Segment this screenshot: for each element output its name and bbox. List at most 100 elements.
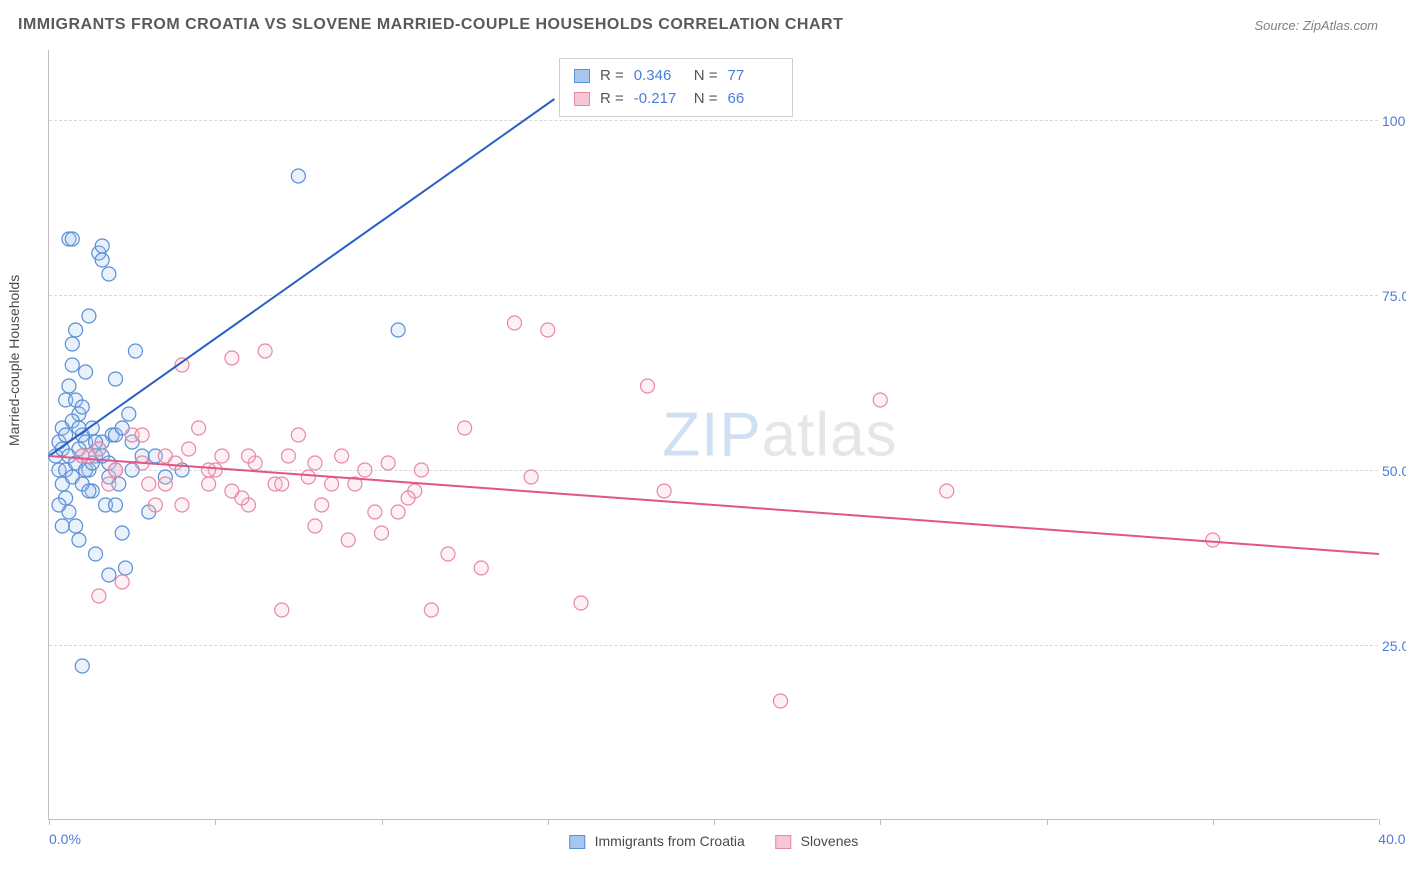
- x-tick: [1047, 819, 1048, 825]
- data-point: [401, 491, 415, 505]
- data-point: [242, 449, 256, 463]
- data-point: [375, 526, 389, 540]
- data-point: [940, 484, 954, 498]
- stats-n-label-2: N =: [694, 88, 718, 111]
- stats-row-2: R = -0.217 N = 66: [574, 88, 778, 111]
- data-point: [341, 533, 355, 547]
- legend-label-2: Slovenes: [801, 833, 859, 849]
- y-tick-label: 50.0%: [1382, 463, 1406, 479]
- data-point: [122, 407, 136, 421]
- x-tick: [714, 819, 715, 825]
- data-point: [115, 526, 129, 540]
- chart-svg: [49, 50, 1378, 819]
- data-point: [202, 477, 216, 491]
- x-tick: [880, 819, 881, 825]
- data-point: [225, 351, 239, 365]
- x-tick: [382, 819, 383, 825]
- y-tick-label: 100.0%: [1382, 113, 1406, 129]
- data-point: [148, 498, 162, 512]
- data-point: [474, 561, 488, 575]
- x-tick: [548, 819, 549, 825]
- data-point: [109, 498, 123, 512]
- source-attribution: Source: ZipAtlas.com: [1254, 18, 1378, 33]
- data-point: [102, 267, 116, 281]
- x-tick-label-min: 0.0%: [49, 831, 81, 847]
- stats-n-value-2: 66: [728, 88, 778, 111]
- data-point: [75, 449, 89, 463]
- stats-box: R = 0.346 N = 77 R = -0.217 N = 66: [559, 58, 793, 117]
- data-point: [441, 547, 455, 561]
- stats-row-1: R = 0.346 N = 77: [574, 65, 778, 88]
- x-tick-label-max: 40.0%: [1378, 831, 1406, 847]
- data-point: [315, 498, 329, 512]
- chart-title: IMMIGRANTS FROM CROATIA VS SLOVENE MARRI…: [18, 16, 843, 34]
- y-axis-label: Married-couple Households: [6, 275, 22, 446]
- x-tick: [215, 819, 216, 825]
- stats-r-label-1: R =: [600, 65, 624, 88]
- data-point: [215, 449, 229, 463]
- stats-r-value-2: -0.217: [634, 88, 684, 111]
- data-point: [424, 603, 438, 617]
- data-point: [275, 477, 289, 491]
- data-point: [308, 456, 322, 470]
- data-point: [92, 589, 106, 603]
- legend-label-1: Immigrants from Croatia: [595, 833, 745, 849]
- data-point: [102, 477, 116, 491]
- data-point: [82, 484, 96, 498]
- data-point: [275, 603, 289, 617]
- legend-swatch-2: [775, 835, 791, 849]
- legend-item-2: Slovenes: [775, 833, 858, 849]
- stats-n-label-1: N =: [694, 65, 718, 88]
- data-point: [225, 484, 239, 498]
- data-point: [574, 596, 588, 610]
- data-point: [291, 169, 305, 183]
- stats-r-value-1: 0.346: [634, 65, 684, 88]
- data-point: [75, 659, 89, 673]
- data-point: [72, 533, 86, 547]
- data-point: [65, 337, 79, 351]
- data-point: [69, 323, 83, 337]
- legend-item-1: Immigrants from Croatia: [569, 833, 745, 849]
- stats-swatch-1: [574, 69, 590, 83]
- data-point: [69, 519, 83, 533]
- data-point: [301, 470, 315, 484]
- data-point: [508, 316, 522, 330]
- stats-r-label-2: R =: [600, 88, 624, 111]
- data-point: [391, 505, 405, 519]
- data-point: [65, 358, 79, 372]
- data-point: [62, 379, 76, 393]
- data-point: [128, 344, 142, 358]
- data-point: [281, 449, 295, 463]
- data-point: [657, 484, 671, 498]
- data-point: [192, 421, 206, 435]
- data-point: [75, 400, 89, 414]
- y-tick-label: 75.0%: [1382, 288, 1406, 304]
- data-point: [641, 379, 655, 393]
- bottom-legend: Immigrants from Croatia Slovenes: [569, 833, 859, 849]
- data-point: [308, 519, 322, 533]
- data-point: [258, 344, 272, 358]
- data-point: [458, 421, 472, 435]
- data-point: [72, 421, 86, 435]
- data-point: [414, 463, 428, 477]
- data-point: [291, 428, 305, 442]
- x-tick: [1379, 819, 1380, 825]
- data-point: [115, 575, 129, 589]
- data-point: [118, 561, 132, 575]
- data-point: [89, 547, 103, 561]
- data-point: [1206, 533, 1220, 547]
- data-point: [391, 323, 405, 337]
- data-point: [202, 463, 216, 477]
- data-point: [381, 456, 395, 470]
- data-point: [541, 323, 555, 337]
- data-point: [102, 568, 116, 582]
- data-point: [368, 505, 382, 519]
- data-point: [175, 498, 189, 512]
- data-point: [358, 463, 372, 477]
- data-point: [109, 372, 123, 386]
- data-point: [55, 519, 69, 533]
- stats-swatch-2: [574, 92, 590, 106]
- data-point: [52, 498, 66, 512]
- data-point: [79, 365, 93, 379]
- data-point: [95, 239, 109, 253]
